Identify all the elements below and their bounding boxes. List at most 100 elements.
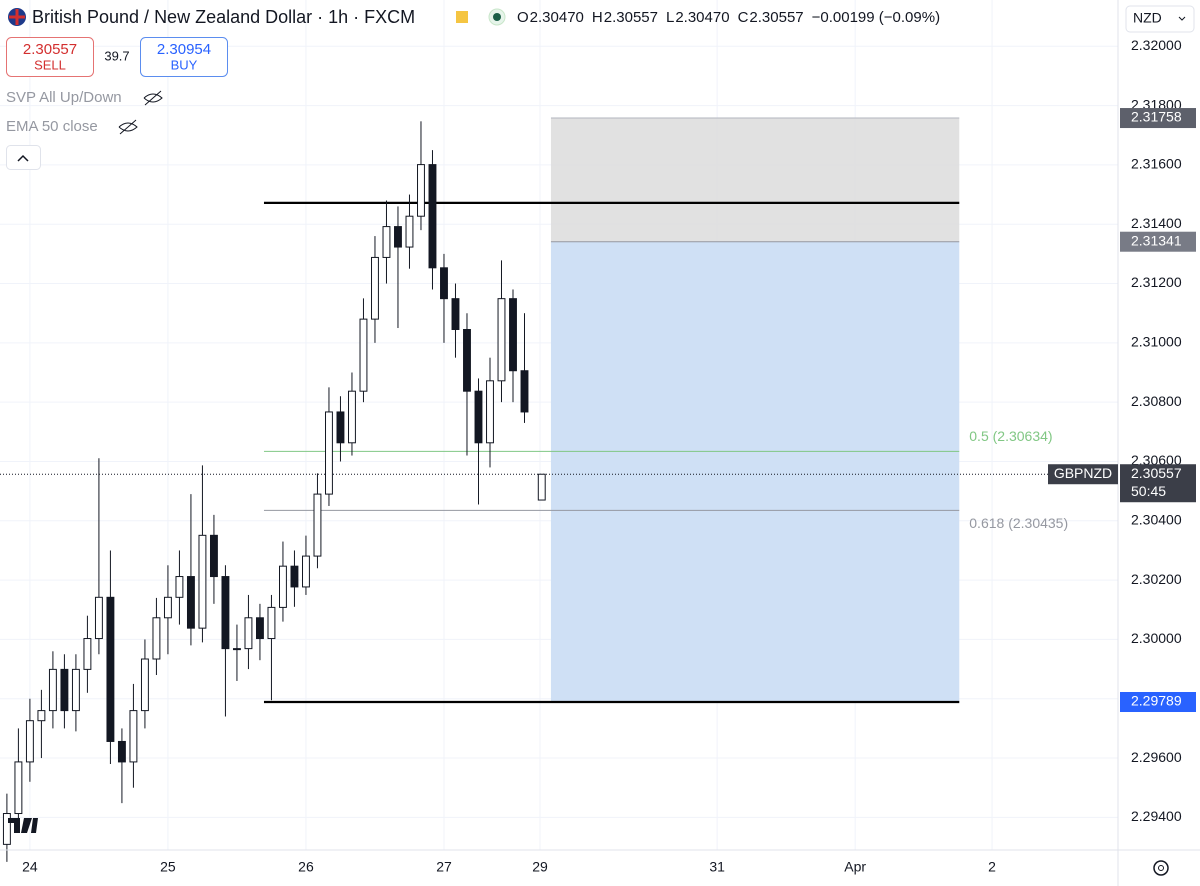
x-tick-label: 24 (22, 859, 38, 875)
candle-body (279, 565, 287, 608)
ohlc-value: 2.30557 (604, 9, 658, 26)
symbol-title[interactable]: British Pound / New Zealand Dollar · 1h … (32, 7, 415, 27)
candle-body (348, 390, 356, 444)
candle-body (313, 493, 322, 557)
currency-select[interactable] (1125, 5, 1195, 33)
ohlc-key: H (592, 9, 603, 26)
y-tick-label: 2.30000 (1131, 630, 1182, 646)
candle-body (83, 638, 92, 670)
axes: 2.294002.296002.298002.300002.302002.304… (22, 37, 1196, 875)
header: British Pound / New Zealand Dollar · 1h … (8, 5, 1195, 33)
x-tick-label: 2 (988, 859, 996, 875)
ohlc-value: 2.30470 (530, 9, 584, 26)
x-tick-label: Apr (844, 859, 866, 875)
candle-body (497, 298, 506, 382)
x-tick-label: 27 (436, 859, 452, 875)
indicator-label[interactable]: SVP All Up/Down (6, 89, 122, 106)
candle-body (14, 761, 23, 815)
x-tick-label: 29 (532, 859, 548, 875)
y-tick-label: 2.31000 (1131, 334, 1182, 350)
indicator-legend: SVP All Up/Down EMA 50 close (6, 89, 163, 170)
currency-label[interactable]: NZD (1133, 10, 1162, 26)
logo-mark[interactable] (8, 818, 38, 833)
candle-body (163, 596, 172, 619)
price-tag (1120, 692, 1196, 713)
y-tick-label: 2.29600 (1131, 749, 1182, 765)
candle-body (209, 534, 218, 578)
candle-body (232, 648, 241, 651)
buy-label[interactable]: BUY (171, 57, 198, 72)
y-tick-label: 2.31600 (1131, 156, 1182, 172)
candle-body (37, 710, 46, 722)
indicator-label[interactable]: EMA 50 close (6, 118, 98, 135)
candle-body (186, 576, 195, 629)
y-tick-label: 2.30400 (1131, 511, 1182, 527)
symbol-tag (1048, 464, 1118, 485)
candle-body (359, 318, 368, 392)
candle-body (175, 576, 184, 598)
candle-body (463, 329, 471, 392)
settings-gear-core (1158, 865, 1164, 871)
market-status-dot (493, 13, 501, 21)
settings (1153, 860, 1169, 876)
candle-body (152, 617, 161, 660)
candle-body (140, 658, 149, 712)
candle-body (302, 555, 310, 588)
candle-body (71, 668, 80, 712)
candle-body (2, 813, 11, 845)
candle-body (336, 411, 345, 444)
countdown: 50:45 (1131, 483, 1166, 499)
last-price-tag (1120, 464, 1196, 503)
hidden-icon[interactable] (143, 90, 163, 106)
candle-body (290, 565, 299, 588)
candle-body (198, 534, 207, 629)
ohlc-key: O (517, 9, 529, 26)
currency-caret (1178, 16, 1186, 21)
fib-label: 0.618 (2.30435) (969, 515, 1068, 531)
candle-body (106, 596, 115, 742)
y-tick-label: 2.31400 (1131, 215, 1182, 231)
ohlc-value: 2.30557 (749, 9, 803, 26)
x-tick-label: 25 (160, 859, 176, 875)
change: −0.00199 (−0.09%) (812, 9, 940, 26)
price-tag-label: 2.29789 (1131, 693, 1182, 709)
plot-area: 0.5 (2.30634) 0.618 (2.30435) (0, 0, 1118, 862)
candle-body (537, 473, 546, 501)
candle-body (417, 164, 425, 217)
y-tick-label: 2.31200 (1131, 274, 1182, 290)
candle-body (244, 617, 253, 650)
candle-body (520, 370, 529, 413)
price-tag (1120, 108, 1196, 129)
flag-marker[interactable] (456, 11, 468, 23)
x-tick-label: 26 (298, 859, 314, 875)
target-zone (550, 118, 960, 242)
candle-body (25, 720, 34, 763)
settings-gear[interactable] (1153, 860, 1169, 876)
x-tick-label: 31 (709, 859, 725, 875)
candle-body (451, 298, 460, 331)
trade-panel: 2.30557 SELL 39.7 2.30954 BUY (6, 37, 228, 77)
buy-price[interactable]: 2.30954 (157, 41, 211, 58)
buy-button[interactable] (140, 37, 228, 77)
candle-body (117, 740, 126, 763)
collapse-caret (17, 154, 29, 162)
sell-button[interactable] (6, 37, 94, 77)
ohlc-key: C (738, 9, 749, 26)
candle-body (371, 256, 379, 320)
stop-zone (550, 241, 960, 703)
tv-logo (8, 818, 38, 833)
candle-body (255, 617, 264, 640)
price-tag-label: 2.31341 (1131, 232, 1182, 248)
hidden-icon[interactable] (118, 119, 138, 135)
candle-body (60, 668, 69, 712)
candle-body (509, 298, 517, 372)
ohlc-key: L (666, 9, 674, 26)
y-tick-label: 2.29400 (1131, 808, 1182, 824)
candle-body (221, 576, 230, 650)
candle-body (48, 668, 57, 712)
candle-body (394, 226, 402, 248)
candle-body (129, 710, 138, 763)
sell-price[interactable]: 2.30557 (23, 41, 77, 58)
sell-label[interactable]: SELL (34, 57, 66, 72)
